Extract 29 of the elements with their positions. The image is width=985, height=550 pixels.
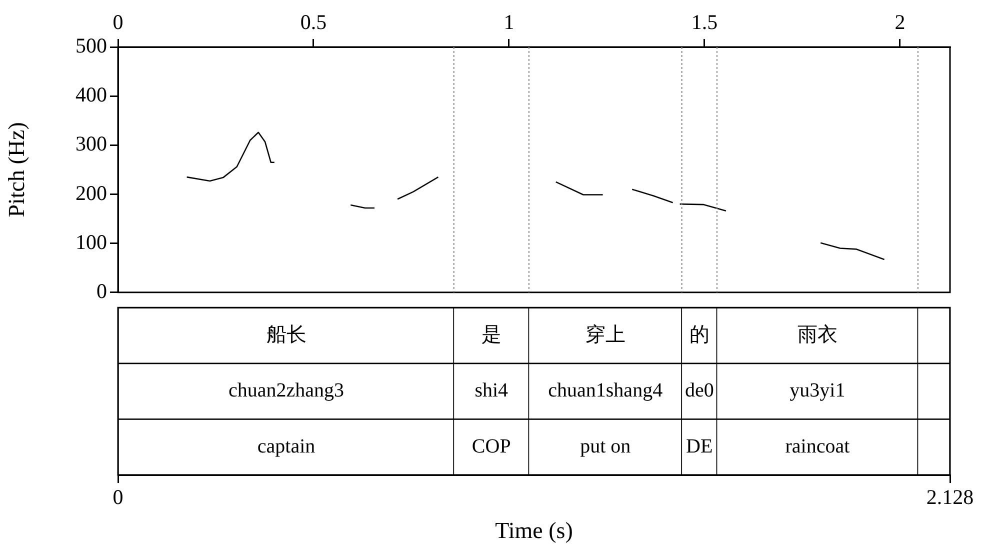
y-tick-label: 100	[76, 230, 107, 254]
x-tick-label: 0.5	[300, 10, 327, 34]
data-label: 穿上	[585, 324, 626, 346]
x-tick-label: 1	[504, 10, 514, 34]
y-tick-label: 200	[76, 180, 107, 205]
data-label: 雨衣	[797, 324, 838, 346]
data-label: COP	[472, 435, 511, 458]
y-tick-label: 500	[76, 34, 107, 58]
data-label: 船长	[266, 324, 306, 346]
x-tick-label: 2	[894, 10, 906, 34]
y-tick-label: 400	[76, 82, 107, 107]
data-label: chuan1shang4	[548, 380, 663, 402]
y-tick-label: 300	[76, 132, 107, 156]
data-label: raincoat	[785, 435, 850, 458]
data-label: yu3yi1	[790, 380, 846, 402]
data-label: 的	[689, 324, 710, 346]
data-label: put on	[580, 435, 631, 458]
data-label: de0	[684, 380, 714, 402]
data-label: DE	[686, 435, 713, 458]
y-tick-label: 0	[96, 278, 107, 303]
x-tick-label: 2.128	[926, 485, 974, 510]
data-label: 是	[481, 324, 502, 346]
y-axis-title: Pitch (Hz)	[4, 122, 29, 218]
x-tick-label: 0	[112, 10, 124, 34]
data-label: captain	[257, 435, 316, 458]
x-tick-label: 1.5	[691, 10, 718, 34]
x-axis-title: Time (s)	[495, 518, 573, 544]
data-label: chuan2zhang3	[228, 380, 344, 402]
data-label: shi4	[474, 380, 508, 402]
